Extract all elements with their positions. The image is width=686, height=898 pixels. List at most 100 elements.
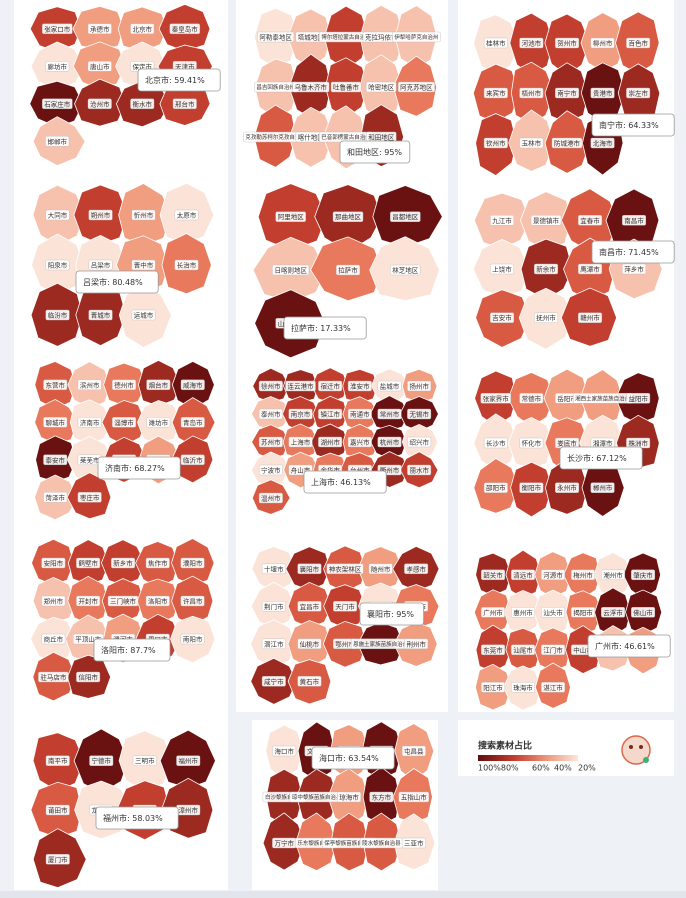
tooltip-box — [339, 140, 411, 164]
city-label-box — [145, 595, 170, 607]
city-label-box — [534, 263, 558, 275]
city-label-box — [366, 81, 397, 93]
city-label-box — [404, 563, 429, 574]
city-label: 宁波市 — [261, 466, 281, 475]
legend-label: 20% — [578, 764, 596, 773]
city-label-box — [41, 595, 66, 607]
city-label-box — [390, 264, 421, 276]
city-label-box — [318, 408, 343, 420]
city-label: 淮安市 — [350, 382, 370, 391]
city-label-box — [519, 137, 544, 149]
city-label: 东方市 — [372, 793, 392, 802]
city-label: 滨州市 — [80, 380, 100, 389]
tooltip-text: 吕梁市: 80.48% — [83, 277, 143, 287]
city-label: 安阳市 — [44, 559, 64, 568]
city-label: 昌都地区 — [392, 212, 419, 221]
tooltip-text: 福州市: 58.03% — [103, 813, 163, 823]
city-label: 神农架林区 — [329, 564, 362, 573]
city-label: 长沙市 — [486, 439, 506, 448]
city-label-box — [258, 492, 283, 504]
city-label: 嘉兴市 — [350, 438, 370, 447]
city-label: 新余市 — [536, 265, 556, 274]
city-label: 万宁市 — [274, 839, 294, 848]
city-label: 郴州市 — [593, 483, 613, 492]
tooltip-box — [93, 638, 171, 662]
city-label: 无锡市 — [409, 410, 429, 419]
city-label-box — [76, 595, 101, 607]
city-label: 郑州市 — [44, 597, 64, 606]
tooltip-text: 海口市: 63.54% — [319, 753, 379, 763]
city-label-box — [297, 563, 322, 574]
city-label-box — [480, 393, 511, 404]
city-label: 忻州市 — [134, 211, 154, 220]
city-label: 巴音郭楞蒙古自治州 — [321, 133, 371, 141]
city-label-box — [112, 417, 137, 428]
city-label-box — [131, 209, 156, 221]
city-label: 许昌市 — [183, 597, 203, 606]
city-label: 南京市 — [291, 410, 311, 419]
city-label: 白沙黎族自治县 — [265, 793, 304, 801]
city-label: 三门峡市 — [110, 597, 137, 606]
city-label-box — [481, 607, 505, 618]
city-label: 防城港市 — [554, 139, 581, 148]
city-label: 九江市 — [492, 216, 512, 225]
city-label-box — [258, 408, 283, 420]
city-label-box — [631, 569, 655, 580]
tooltip-box — [97, 456, 181, 480]
city-label: 博尔塔拉蒙古自治州 — [321, 33, 371, 41]
city-label: 莱芜市 — [80, 455, 100, 464]
city-label-box — [401, 745, 426, 757]
city-label-box — [347, 408, 372, 420]
city-label: 厦门市 — [48, 855, 68, 864]
city-label: 贺州市 — [557, 39, 577, 48]
city-label-box — [292, 81, 330, 93]
city-label: 鹰潭市 — [580, 265, 600, 274]
city-label-box — [131, 309, 156, 321]
city-label: 江门市 — [543, 645, 563, 654]
city-label-box — [398, 791, 429, 803]
city-label: 丽水市 — [409, 466, 429, 475]
city-label-box — [180, 633, 205, 645]
city-label: 新乡市 — [113, 559, 133, 568]
city-label-box — [257, 31, 295, 43]
city-label-box — [180, 557, 205, 569]
city-label: 邢台市 — [175, 99, 195, 108]
tooltip-text: 和田地区: 95% — [347, 147, 402, 157]
city-label-box — [261, 563, 286, 574]
tooltip-box — [303, 470, 387, 494]
city-label: 荆门市 — [264, 602, 284, 611]
city-label: 太原市 — [177, 211, 197, 220]
city-label-box — [174, 259, 199, 271]
city-label-box — [555, 37, 579, 49]
city-label: 潜江市 — [264, 639, 284, 648]
city-label-box — [45, 804, 70, 816]
city-label-box — [77, 417, 102, 428]
city-label: 哈密地区 — [368, 83, 395, 92]
city-label: 邯郸市 — [48, 137, 68, 146]
city-label: 萍乡市 — [624, 265, 644, 274]
city-label-box — [41, 557, 66, 569]
legend: 搜索素材占比 100%80% 60% 40% 20% — [478, 735, 651, 773]
city-label-box — [511, 644, 535, 655]
city-label-box — [43, 454, 68, 465]
city-label: 晋中市 — [134, 261, 154, 270]
city-label: 台州市 — [350, 466, 370, 475]
city-label-box — [258, 436, 283, 448]
city-label: 鹤壁市 — [78, 559, 98, 568]
city-label-box — [261, 601, 286, 612]
city-label: 惠州市 — [513, 608, 533, 617]
city-label-box — [601, 569, 625, 580]
city-label: 吕梁市 — [91, 261, 111, 270]
city-label: 上海市 — [291, 438, 311, 447]
city-label-box — [481, 644, 505, 655]
city-label: 北京市 — [133, 24, 153, 33]
city-label-box — [626, 87, 651, 99]
city-label: 湘潭市 — [593, 439, 613, 448]
city-label: 朔州市 — [91, 211, 111, 220]
tooltip-text: 南昌市: 71.45% — [599, 247, 659, 257]
city-label-box — [369, 791, 394, 803]
city-label: 陵水黎族自治县 — [362, 839, 401, 847]
